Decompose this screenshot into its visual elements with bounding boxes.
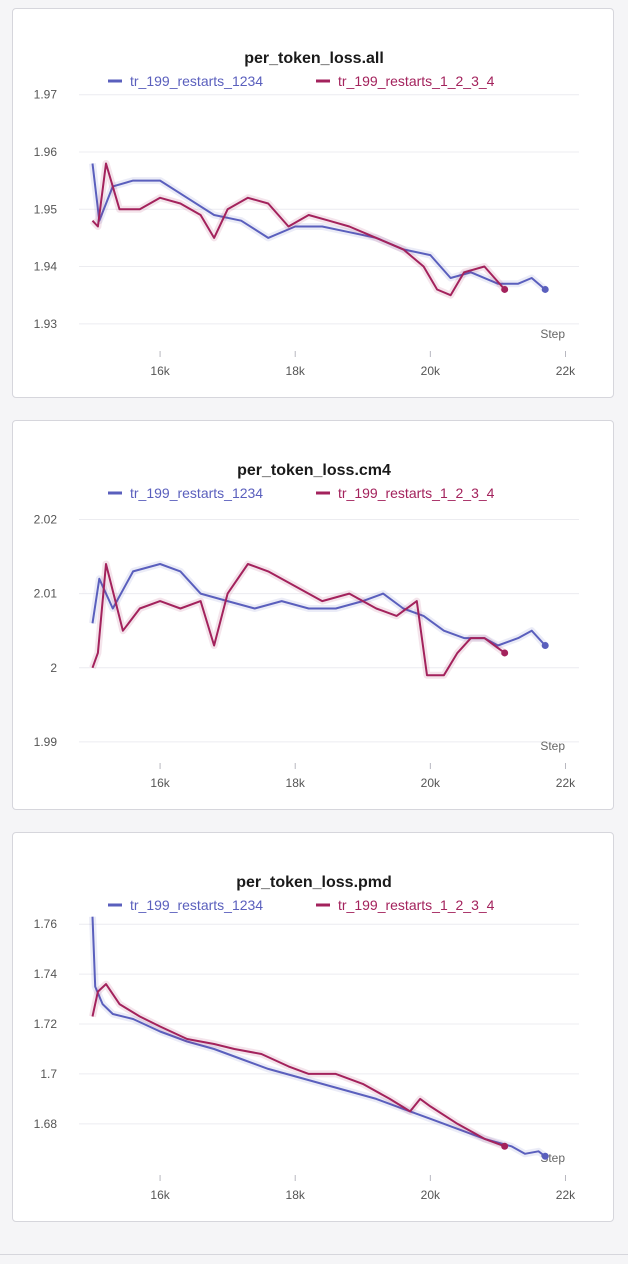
x-axis-label: Step — [540, 327, 565, 341]
y-tick-label: 1.96 — [34, 145, 58, 159]
chart-panel-cm4[interactable]: per_token_loss.cm4 tr_199_restarts_1234 tr… — [12, 420, 614, 810]
legend-item[interactable]: tr_199_restarts_1234 — [108, 73, 263, 89]
y-tick-label: 2 — [50, 661, 57, 675]
x-tick-label: 18k — [286, 364, 306, 378]
series-end-point[interactable] — [541, 1152, 549, 1160]
legend-label: tr_199_restarts_1234 — [130, 73, 263, 89]
chart-title: per_token_loss.all — [244, 50, 384, 67]
chart-panel-all[interactable]: per_token_loss.all tr_199_restarts_1234 tr… — [12, 8, 614, 398]
series-band — [89, 560, 507, 679]
series-end-point[interactable] — [501, 649, 509, 657]
legend-label: tr_199_restarts_1_2_3_4 — [338, 897, 495, 913]
legend-label: tr_199_restarts_1_2_3_4 — [338, 73, 495, 89]
legend: tr_199_restarts_1234 tr_199_restarts_1_2_… — [108, 897, 495, 913]
series-end-point[interactable] — [501, 285, 509, 293]
series-band — [89, 916, 548, 1160]
legend-item[interactable]: tr_199_restarts_1_2_3_4 — [316, 485, 495, 501]
legend-label: tr_199_restarts_1_2_3_4 — [338, 485, 495, 501]
series-line[interactable] — [91, 162, 506, 297]
x-tick-label: 20k — [421, 776, 441, 790]
y-tick-label: 1.68 — [34, 1117, 58, 1131]
legend-item[interactable]: tr_199_restarts_1234 — [108, 897, 263, 913]
x-tick-label: 20k — [421, 1188, 441, 1202]
legend-label: tr_199_restarts_1234 — [130, 897, 263, 913]
y-tick-label: 1.97 — [34, 88, 58, 102]
series-end-point[interactable] — [541, 642, 549, 650]
chart-panel-pmd[interactable]: per_token_loss.pmd tr_199_restarts_1234 tr… — [12, 832, 614, 1222]
x-tick-label: 16k — [150, 364, 170, 378]
legend-item[interactable]: tr_199_restarts_1_2_3_4 — [316, 897, 495, 913]
page-divider — [0, 1254, 628, 1255]
series-line[interactable] — [91, 563, 506, 677]
series-end-point[interactable] — [501, 1142, 509, 1150]
series-line[interactable] — [91, 983, 506, 1148]
y-tick-label: 1.99 — [34, 735, 58, 749]
x-tick-label: 16k — [150, 1188, 170, 1202]
y-tick-label: 1.93 — [34, 317, 58, 331]
chart-title: per_token_loss.pmd — [236, 874, 392, 891]
y-tick-label: 1.7 — [40, 1067, 57, 1081]
y-tick-label: 1.95 — [34, 202, 58, 216]
x-axis-label: Step — [540, 739, 565, 753]
y-tick-label: 1.72 — [34, 1017, 58, 1031]
series-line[interactable] — [91, 163, 546, 291]
series-end-point[interactable] — [541, 285, 549, 293]
y-tick-label: 2.01 — [34, 587, 58, 601]
x-tick-label: 20k — [421, 364, 441, 378]
series-line[interactable] — [91, 916, 546, 1158]
y-tick-label: 1.94 — [34, 260, 58, 274]
x-tick-label: 18k — [286, 776, 306, 790]
legend: tr_199_restarts_1234 tr_199_restarts_1_2_… — [108, 485, 495, 501]
x-tick-label: 22k — [556, 1188, 576, 1202]
y-tick-label: 2.02 — [34, 513, 58, 527]
legend-label: tr_199_restarts_1234 — [130, 485, 263, 501]
y-tick-label: 1.74 — [34, 967, 58, 981]
legend: tr_199_restarts_1234 tr_199_restarts_1_2_… — [108, 73, 495, 89]
chart-title: per_token_loss.cm4 — [237, 462, 391, 479]
y-tick-label: 1.76 — [34, 917, 58, 931]
legend-item[interactable]: tr_199_restarts_1234 — [108, 485, 263, 501]
x-tick-label: 18k — [286, 1188, 306, 1202]
x-tick-label: 22k — [556, 776, 576, 790]
legend-item[interactable]: tr_199_restarts_1_2_3_4 — [316, 73, 495, 89]
x-tick-label: 22k — [556, 364, 576, 378]
x-tick-label: 16k — [150, 776, 170, 790]
